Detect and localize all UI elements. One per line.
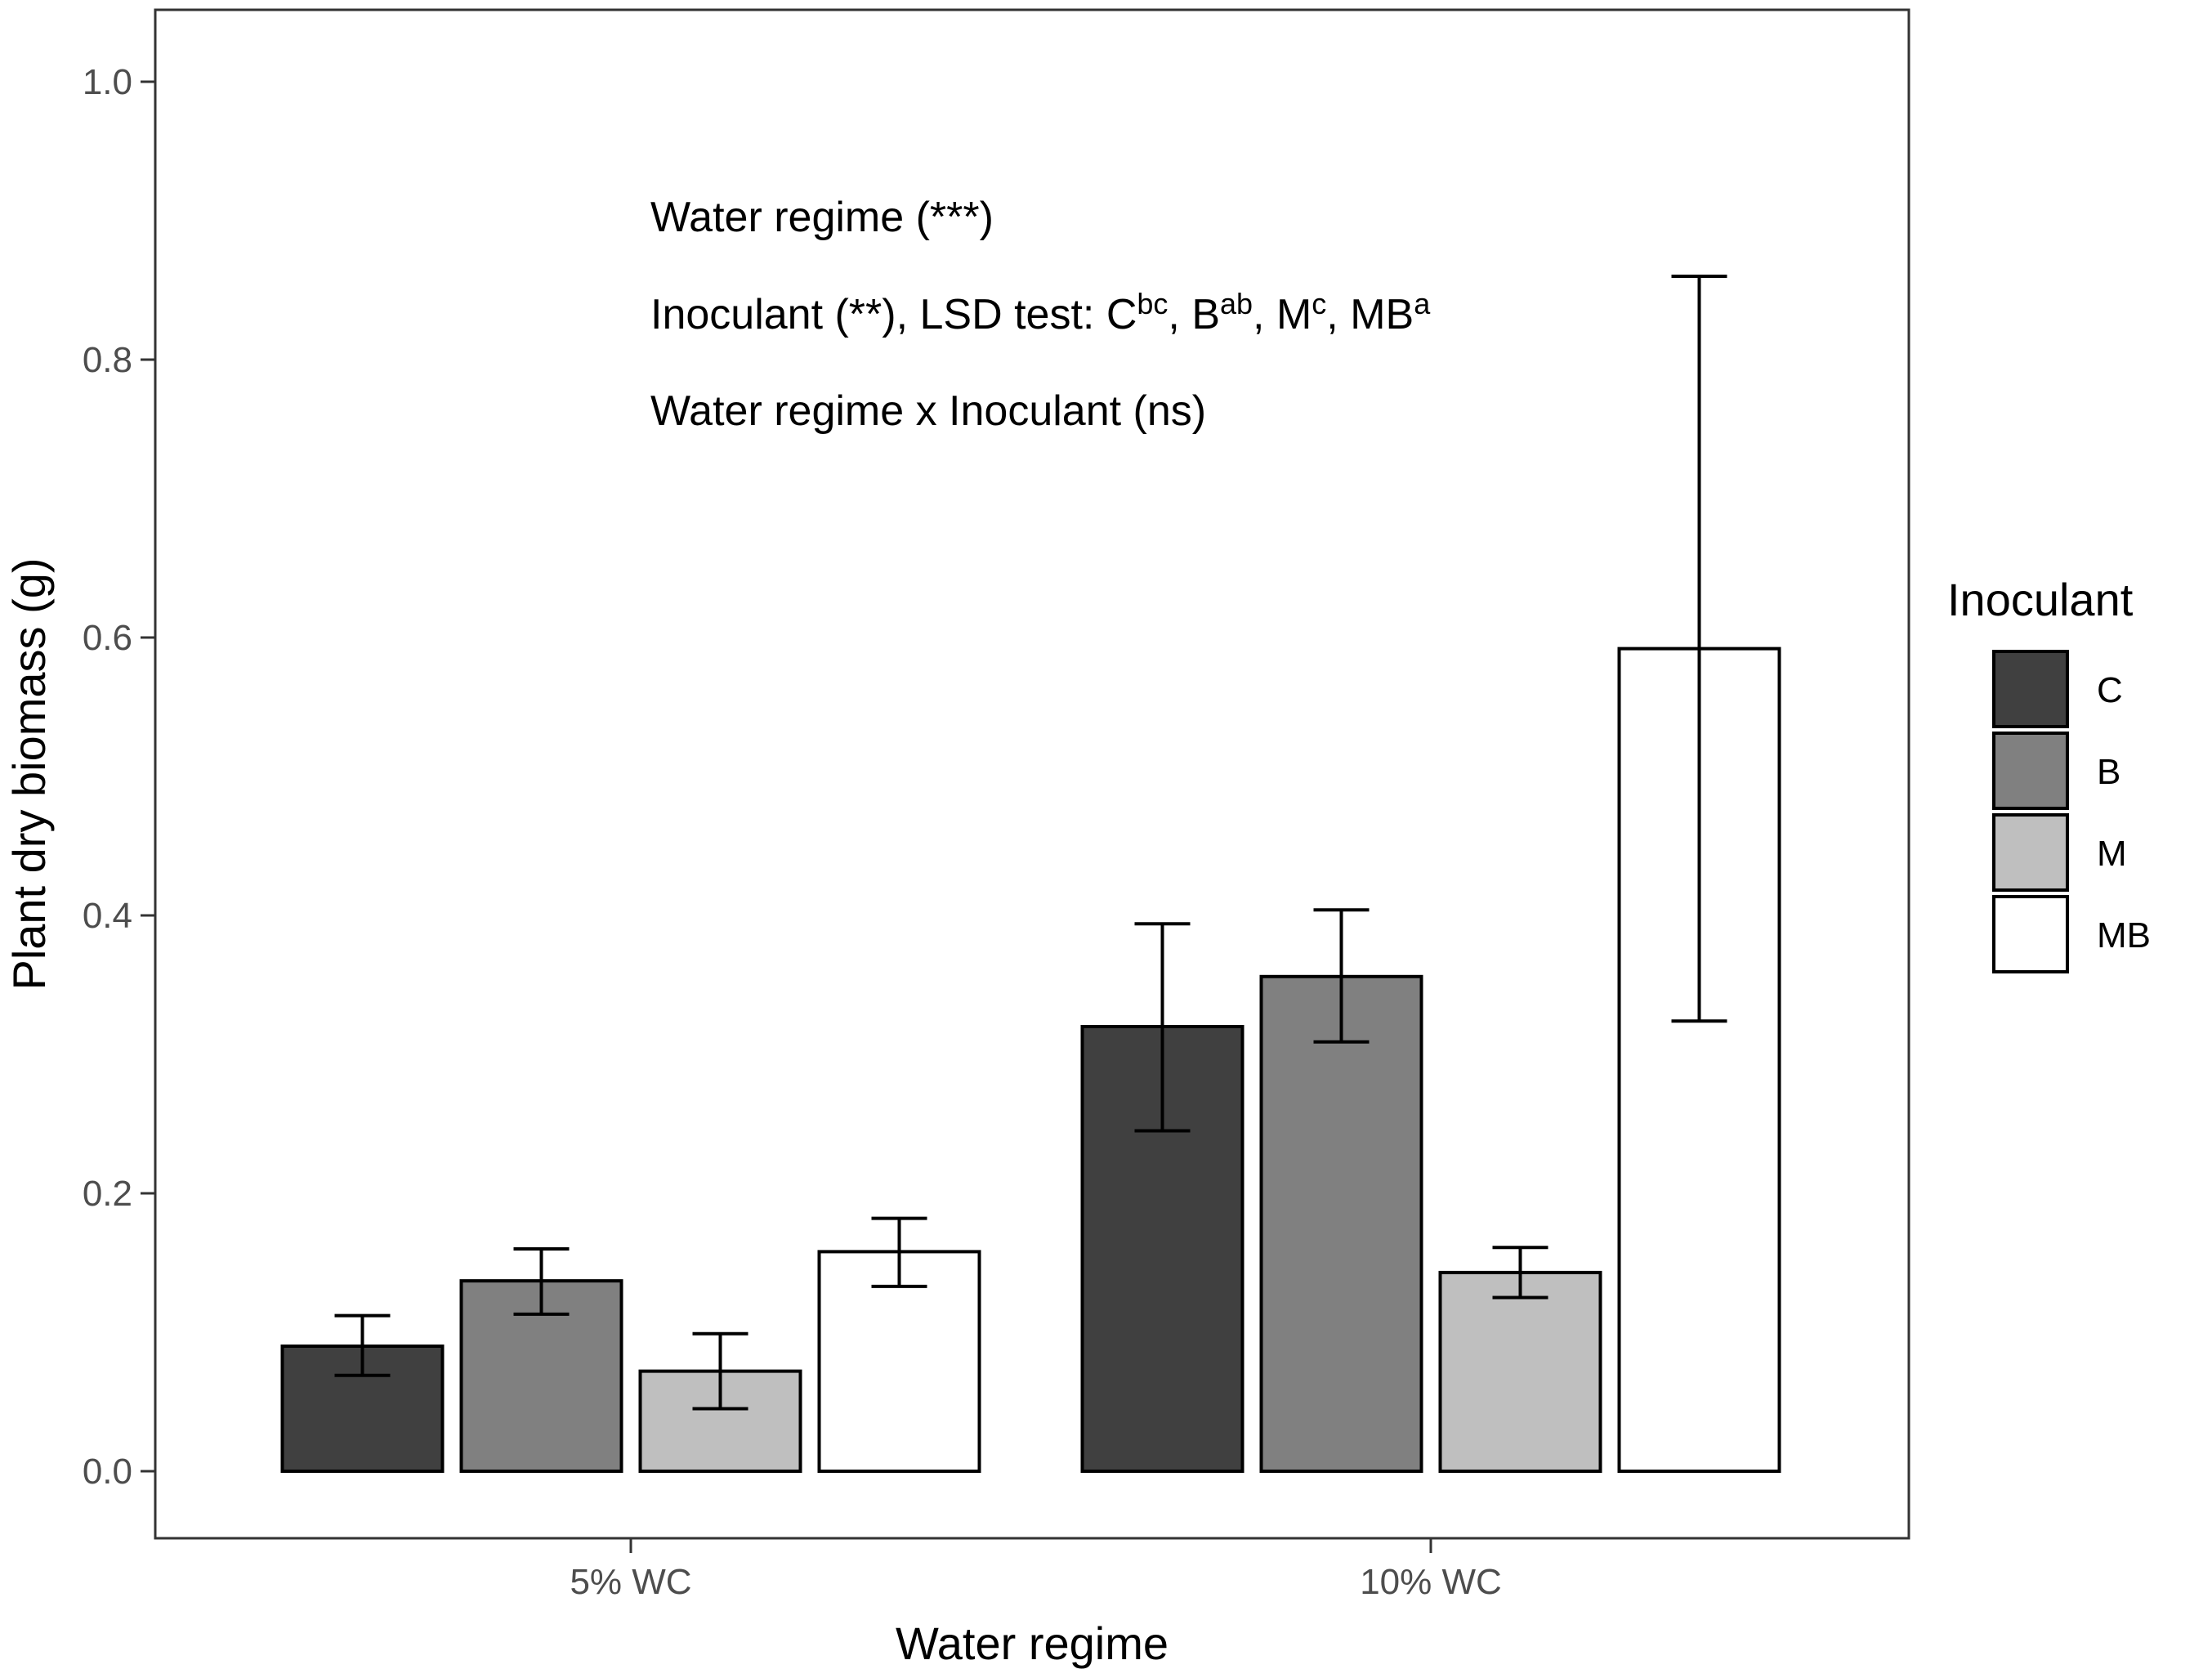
- legend: Inoculant C B M MB: [1947, 574, 2151, 973]
- legend-label-b: B: [2097, 752, 2120, 792]
- y-axis-title: Plant dry biomass (g): [3, 557, 55, 990]
- annotation-inoculant-lsd: Inoculant (**), LSD test: Cbc, Bab, Mc, …: [650, 287, 1431, 338]
- lsd-group-letters: ab: [1220, 287, 1253, 320]
- y-tick-label: 0.2: [83, 1174, 132, 1214]
- legend-key-b: [1992, 732, 2069, 810]
- bar-b: [459, 1279, 623, 1473]
- annotation-interaction: Water regime x Inoculant (ns): [650, 387, 1206, 435]
- y-tick-label: 0.4: [83, 896, 132, 936]
- legend-label-mb: MB: [2097, 915, 2151, 955]
- bar-mb: [817, 1250, 981, 1474]
- lsd-treatment: C: [1106, 291, 1137, 338]
- legend-key-mb: [1992, 895, 2069, 973]
- plot-panel-border: [154, 8, 1910, 1540]
- y-tick-label: 0.6: [83, 618, 132, 658]
- lsd-group-letters: a: [1414, 287, 1431, 320]
- legend-label-m: M: [2097, 834, 2127, 874]
- y-axis: 0.0 0.2 0.4 0.6 0.8 1.0: [83, 62, 155, 1492]
- lsd-treatment: MB: [1350, 291, 1414, 338]
- legend-title: Inoculant: [1947, 574, 2134, 625]
- lsd-separator: ,: [1253, 291, 1276, 338]
- y-tick-label: 0.0: [83, 1452, 132, 1492]
- lsd-treatment: M: [1276, 291, 1312, 338]
- lsd-group-letters: c: [1312, 287, 1326, 320]
- lsd-separator: ,: [1168, 291, 1191, 338]
- legend-key-m: [1992, 813, 2069, 892]
- bar-m: [1438, 1270, 1602, 1474]
- annotation-water-regime: Water regime (***): [650, 194, 994, 241]
- lsd-prefix: Inoculant (**), LSD test:: [650, 291, 1106, 338]
- lsd-treatment: B: [1191, 291, 1220, 338]
- bar-b: [1259, 974, 1423, 1474]
- annotations: Water regime (***) Inoculant (**), LSD t…: [650, 194, 1431, 435]
- lsd-separator: ,: [1326, 291, 1350, 338]
- error-bars-group: [334, 275, 1727, 1411]
- legend-key-c: [1992, 650, 2069, 728]
- y-tick-label: 1.0: [83, 62, 132, 102]
- lsd-group-letters: bc: [1137, 287, 1168, 320]
- x-tick-label: 5% WC: [570, 1562, 691, 1602]
- legend-label-c: C: [2097, 670, 2123, 710]
- y-tick-label: 0.8: [83, 340, 132, 380]
- x-axis: 5% WC 10% WC: [570, 1538, 1502, 1602]
- x-tick-label: 10% WC: [1360, 1562, 1502, 1602]
- x-axis-title: Water regime: [896, 1618, 1169, 1669]
